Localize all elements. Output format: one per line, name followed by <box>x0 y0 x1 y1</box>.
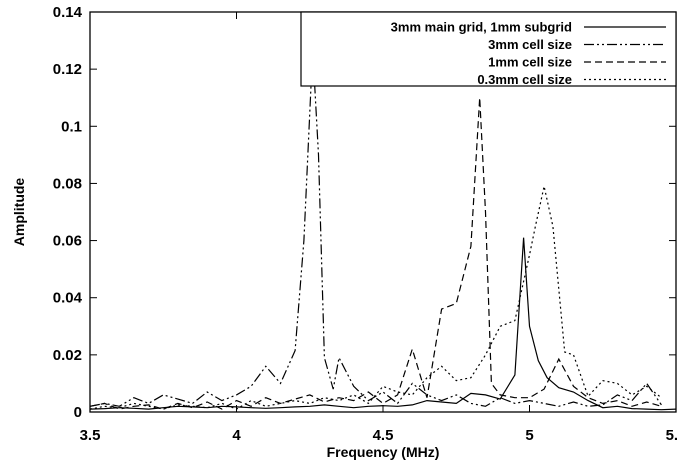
y-tick-label: 0.08 <box>53 175 82 192</box>
series-line-2 <box>89 49 662 407</box>
y-tick-label: 0.12 <box>53 61 82 78</box>
legend-label-4: 0.3mm cell size <box>477 72 572 87</box>
x-tick-label: 4.5 <box>373 427 394 444</box>
x-tick-label: 5.5 <box>666 427 678 444</box>
plot-lines <box>89 49 677 411</box>
legend-label-3: 1mm cell size <box>488 55 572 70</box>
y-tick-label: 0.1 <box>61 118 82 135</box>
x-tick-label: 5 <box>525 427 533 444</box>
axis-tick-labels: 3.5 4 4.5 5 5.5 0 0.02 0.04 0.06 0.08 0.1 0.12 0.14 <box>53 4 678 444</box>
y-tick-label: 0.14 <box>53 4 83 21</box>
series-line-1 <box>89 237 677 411</box>
y-axis-title: Amplitude <box>11 178 27 247</box>
x-axis-title: Frequency (MHz) <box>327 444 440 460</box>
legend-label-1: 3mm main grid, 1mm subgrid <box>391 20 572 35</box>
series-line-3 <box>89 97 662 410</box>
x-tick-label: 3.5 <box>80 427 101 444</box>
legend-label-2: 3mm cell size <box>488 37 572 52</box>
y-tick-label: 0.04 <box>53 290 83 307</box>
series-line-4 <box>89 186 662 410</box>
x-tick-label: 4 <box>232 427 241 444</box>
y-tick-label: 0.02 <box>53 347 82 364</box>
legend-box <box>300 11 677 87</box>
y-tick-label: 0.06 <box>53 233 82 250</box>
y-tick-label: 0 <box>74 404 82 421</box>
legend: 3mm main grid, 1mm subgrid 3mm cell size 1… <box>300 11 677 87</box>
